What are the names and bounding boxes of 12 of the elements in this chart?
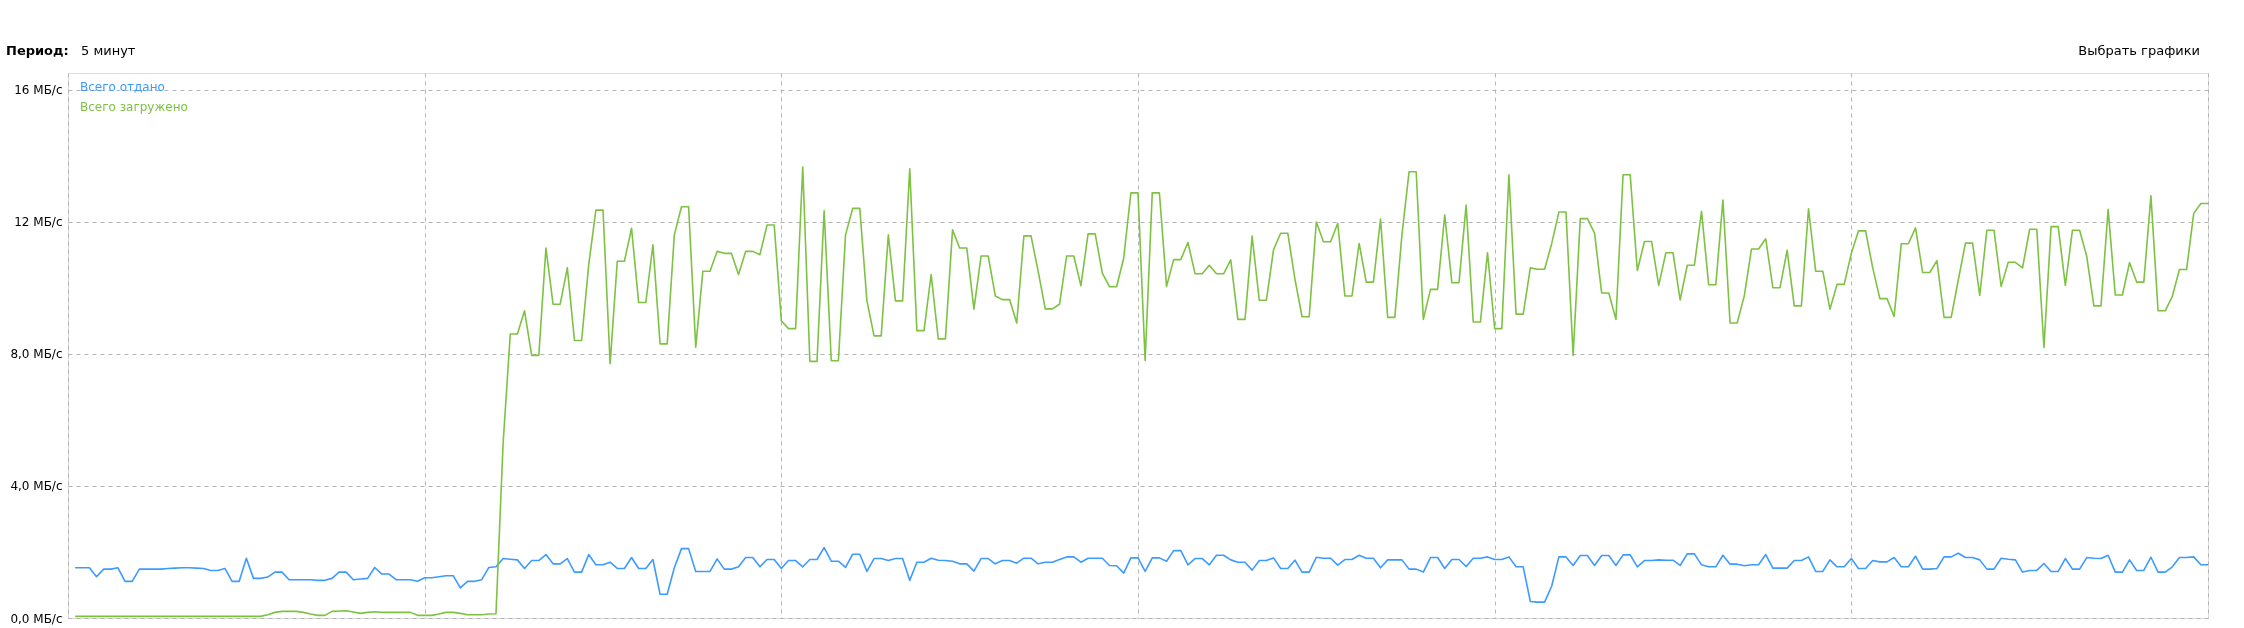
y-tick-label: 12 МБ/с (14, 215, 63, 230)
y-tick-label: 0,0 МБ/с (10, 611, 63, 626)
line-series (74, 166, 2209, 618)
y-tick-label: 8,0 МБ/с (10, 347, 63, 362)
text: Период: (6, 43, 69, 58)
y-tick-label: 16 МБ/с (14, 83, 63, 98)
text: Всего отдано (80, 80, 165, 94)
text: Всего загружено (80, 100, 188, 114)
y-tick-label: 4,0 МБ/с (10, 479, 63, 494)
line-series (74, 546, 2209, 603)
text: Выбрать графики (2078, 43, 2200, 58)
text: 5 минут (81, 43, 136, 58)
